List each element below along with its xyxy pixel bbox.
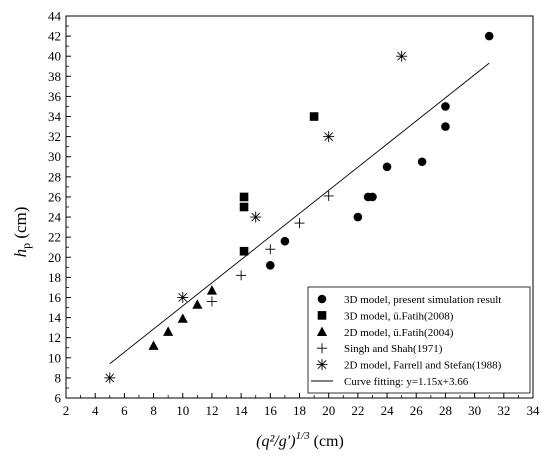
y-tick-label: 44 — [48, 9, 62, 24]
fit-line — [109, 62, 490, 365]
y-tick-label: 16 — [48, 290, 62, 305]
y-tick-label: 12 — [48, 330, 61, 345]
x-tick-label: 6 — [121, 403, 128, 418]
data-point-circle — [280, 236, 290, 246]
data-markers — [104, 31, 494, 384]
x-tick-label: 22 — [351, 403, 364, 418]
data-point-circle — [417, 157, 427, 167]
data-point-plus — [206, 296, 217, 307]
x-tick-label: 24 — [381, 403, 395, 418]
y-tick-label: 38 — [48, 69, 61, 84]
legend-marker — [316, 359, 328, 371]
data-point-plus — [265, 244, 276, 255]
data-point-square — [239, 246, 249, 256]
data-point-plus — [236, 270, 247, 281]
y-label-main: h — [11, 249, 30, 258]
x-label-main: (q²/g′) — [256, 433, 295, 450]
y-axis-label: hp (cm) — [11, 207, 33, 258]
y-tick-label: 22 — [48, 230, 61, 245]
legend: 3D model, present simulation result 3D mo… — [307, 286, 531, 394]
data-point-asterisk — [177, 291, 189, 303]
legend-marker — [316, 326, 328, 336]
y-tick-label: 14 — [48, 310, 62, 325]
x-tick-label: 14 — [235, 403, 249, 418]
legend-label: Curve fitting: y=1.15x+3.66 — [344, 376, 469, 388]
legend-marker — [317, 343, 327, 354]
data-point-asterisk — [250, 211, 262, 223]
data-point-asterisk — [396, 50, 408, 62]
x-tick-label: 20 — [322, 403, 335, 418]
y-tick-label: 10 — [48, 350, 61, 365]
x-tick-label: 32 — [497, 403, 510, 418]
y-tick-label: 28 — [48, 169, 61, 184]
x-tick-label: 18 — [293, 403, 306, 418]
data-point-triangle — [163, 326, 174, 336]
y-label-unit: (cm) — [11, 207, 30, 243]
y-axis: 6 8 10 12 14 16 18 20 22 24 26 28 30 32 34 36 38 40 42 44 — [48, 9, 71, 406]
data-point-plus — [323, 190, 334, 201]
data-point-circle — [382, 162, 392, 172]
y-tick-label: 40 — [48, 49, 61, 64]
data-point-triangle — [206, 285, 217, 295]
legend-label: Singh and Shah(1971) — [344, 343, 443, 355]
y-tick-label: 8 — [55, 370, 62, 385]
legend-label: 2D model, ü.Fatih(2004) — [344, 327, 454, 339]
x-axis-label: (q²/g′)1/3 (cm) — [256, 430, 344, 450]
legend-label: 3D model, present simulation result — [344, 294, 501, 306]
data-point-triangle — [148, 340, 159, 350]
y-label-sub: p — [19, 243, 33, 249]
y-tick-label: 26 — [48, 189, 62, 204]
x-tick-label: 34 — [527, 403, 541, 418]
data-point-plus — [294, 218, 305, 229]
x-tick-label: 30 — [468, 403, 481, 418]
data-point-circle — [441, 122, 450, 131]
y-tick-label: 34 — [48, 109, 62, 124]
data-point-circle — [368, 192, 377, 202]
y-tick-label: 30 — [48, 149, 61, 164]
x-tick-label: 4 — [92, 403, 99, 418]
y-tick-label: 20 — [48, 250, 61, 265]
legend-marker — [317, 311, 327, 320]
x-tick-label: 2 — [63, 403, 70, 418]
x-tick-label: 8 — [150, 403, 157, 418]
legend-items: 3D model, present simulation result 3D mo… — [311, 294, 502, 388]
data-point-asterisk — [104, 372, 116, 384]
x-tick-label: 26 — [410, 403, 424, 418]
x-label-unit: (cm) — [310, 433, 344, 450]
x-tick-label: 10 — [176, 403, 189, 418]
legend-marker — [317, 294, 327, 304]
x-axis: 2 4 6 8 10 12 14 16 18 20 22 24 26 28 30 32 34 — [63, 393, 540, 418]
y-tick-label: 24 — [48, 210, 62, 225]
data-point-square — [239, 202, 249, 212]
data-point-circle — [441, 102, 450, 111]
x-tick-label: 28 — [439, 403, 452, 418]
data-point-triangle — [177, 313, 188, 323]
y-tick-label: 42 — [48, 29, 61, 44]
data-point-square — [239, 192, 249, 202]
data-point-circle — [353, 212, 363, 222]
y-tick-label: 32 — [48, 129, 61, 144]
legend-label: 3D model, ü.Fatih(2008) — [344, 310, 454, 322]
legend-label: 2D model, Farrell and Stefan(1988) — [344, 360, 502, 372]
x-tick-label: 16 — [264, 403, 278, 418]
y-tick-label: 18 — [48, 270, 61, 285]
y-tick-label: 36 — [48, 89, 62, 104]
x-label-exp: 1/3 — [296, 430, 311, 442]
data-point-asterisk — [323, 131, 335, 143]
x-tick-label: 12 — [205, 403, 218, 418]
data-point-circle — [266, 261, 275, 270]
data-point-circle — [484, 31, 494, 41]
y-tick-label: 6 — [55, 391, 62, 406]
data-point-square — [309, 112, 319, 121]
legend-box — [307, 286, 531, 394]
data-point-triangle — [192, 299, 203, 309]
